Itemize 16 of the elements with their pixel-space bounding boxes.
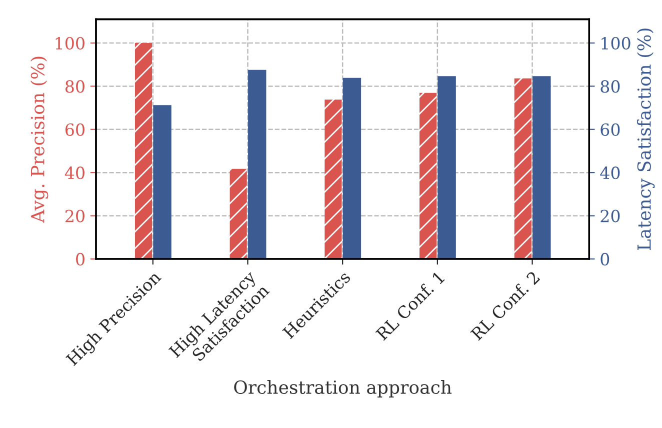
y-tick-label: 20 — [65, 210, 84, 222]
y2-tick-label: 80 — [600, 80, 620, 93]
y-tick-label: 0 — [76, 252, 84, 266]
x-axis-title: Orchestration approach — [234, 380, 452, 398]
bar — [248, 70, 266, 259]
y2-tick-label: 0 — [600, 252, 610, 266]
y2-tick-label: 60 — [600, 123, 620, 136]
y-tick-label: 80 — [65, 80, 84, 93]
y-tick-label: 60 — [65, 123, 84, 136]
y2-axis-title: Latency Satisfaction (%) — [636, 28, 655, 250]
y2-tick-label: 20 — [600, 210, 620, 222]
y-tick-label: 40 — [64, 166, 84, 180]
y-axis-title: Avg. Precision (%) — [30, 56, 48, 223]
y2-tick-label: 100 — [602, 36, 630, 50]
y-tick-label: 100 — [56, 36, 84, 50]
y2-tick-label: 40 — [600, 166, 620, 180]
